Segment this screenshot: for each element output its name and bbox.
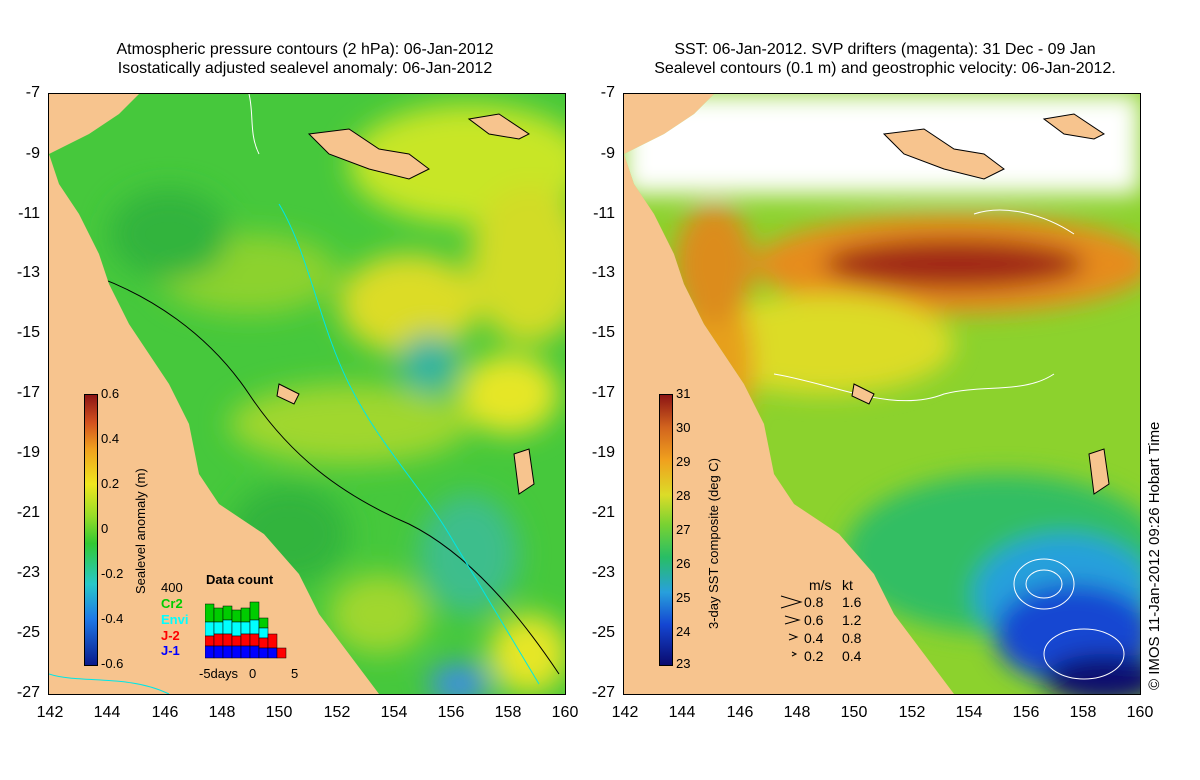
sealevel-tick-0: 0.6 [101, 386, 120, 401]
lat-tick-right-8: -23 [591, 564, 615, 581]
lat-tick-left-1: -9 [25, 145, 40, 162]
lon-tick-left-7: 156 [437, 704, 465, 721]
velocity-ms-0: 0.8 [804, 594, 824, 610]
lat-tick-right-6: -19 [591, 444, 615, 461]
sst-tick-8: 23 [676, 656, 691, 671]
left-panel-title: Atmospheric pressure contours (2 hPa): 0… [40, 40, 570, 78]
sst-tick-0: 31 [676, 386, 691, 401]
lat-tick-right-1: -9 [600, 145, 615, 162]
velocity-ms-3: 0.2 [804, 648, 824, 664]
lat-tick-right-2: -11 [593, 205, 615, 222]
sealevel-colorbar-title: Sealevel anomaly (m) [133, 468, 148, 594]
right-title-line1: SST: 06-Jan-2012. SVP drifters (magenta)… [674, 41, 1096, 58]
lon-tick-left-2: 146 [151, 704, 179, 721]
lon-tick-left-5: 152 [323, 704, 351, 721]
lon-tick-right-0: 142 [611, 704, 639, 721]
imos-credit: © IMOS 11-Jan-2012 09:26 Hobart Time [1146, 421, 1163, 690]
sealevel-tick-5: -0.4 [101, 611, 124, 626]
velocity-kt-1: 1.2 [842, 612, 862, 628]
sat-j2: J-2 [161, 628, 180, 643]
velocity-arrow-icons [780, 595, 803, 657]
lat-tick-right-4: -15 [591, 324, 615, 341]
sealevel-anomaly-map: 0.6 0.4 0.2 0 -0.2 -0.4 -0.6 Sealevel an… [48, 93, 566, 695]
velocity-kt-0: 1.6 [842, 594, 862, 610]
sealevel-anomaly-field [49, 94, 565, 694]
sst-tick-4: 27 [676, 522, 691, 537]
lat-tick-right-7: -21 [591, 504, 615, 521]
lon-tick-left-9: 160 [551, 704, 579, 721]
lon-tick-right-4: 150 [840, 704, 868, 721]
data-count-histogram [205, 601, 287, 659]
data-count-title: Data count [206, 572, 274, 587]
lat-tick-left-7: -21 [16, 504, 40, 521]
lat-tick-left-10: -27 [16, 684, 40, 701]
data-count-x-zero: 0 [249, 666, 257, 681]
lon-tick-right-6: 154 [955, 704, 983, 721]
lon-tick-right-8: 158 [1069, 704, 1097, 721]
lon-tick-left-1: 144 [93, 704, 121, 721]
lon-tick-right-1: 144 [668, 704, 696, 721]
sst-colorbar [659, 394, 673, 666]
velocity-ms-2: 0.4 [804, 630, 824, 646]
lon-tick-right-2: 146 [726, 704, 754, 721]
sat-cr2: Cr2 [161, 596, 183, 611]
lon-tick-left-8: 158 [494, 704, 522, 721]
right-panel-title: SST: 06-Jan-2012. SVP drifters (magenta)… [615, 40, 1155, 78]
lat-tick-left-6: -19 [16, 444, 40, 461]
lat-tick-right-5: -17 [591, 384, 615, 401]
lat-tick-right-0: -7 [600, 84, 615, 101]
lat-tick-right-3: -13 [591, 264, 615, 281]
lon-tick-right-7: 156 [1012, 704, 1040, 721]
lat-tick-left-2: -11 [18, 205, 40, 222]
left-title-line2: Isostatically adjusted sealevel anomaly:… [117, 60, 493, 77]
velocity-legend-header-kt: kt [842, 577, 853, 593]
lat-tick-left-3: -13 [16, 264, 40, 281]
lon-tick-left-0: 142 [36, 704, 64, 721]
lon-tick-right-5: 152 [898, 704, 926, 721]
sst-map: 31 30 29 28 27 26 25 24 23 3-day SST com… [623, 93, 1141, 695]
sst-tick-7: 24 [676, 624, 691, 639]
lat-tick-left-4: -15 [16, 324, 40, 341]
sealevel-colorbar [84, 394, 98, 666]
lon-tick-left-3: 148 [208, 704, 236, 721]
sst-field [624, 94, 1140, 694]
sst-colorbar-title: 3-day SST composite (deg C) [706, 458, 721, 629]
lon-tick-right-3: 148 [783, 704, 811, 721]
sealevel-tick-2: 0.2 [101, 476, 120, 491]
sst-tick-2: 29 [676, 454, 691, 469]
velocity-kt-3: 0.4 [842, 648, 862, 664]
sst-tick-6: 25 [676, 590, 691, 605]
lon-tick-right-9: 160 [1126, 704, 1154, 721]
sealevel-tick-1: 0.4 [101, 431, 120, 446]
lat-tick-right-10: -27 [591, 684, 615, 701]
sealevel-tick-6: -0.6 [101, 656, 124, 671]
sat-envi: Envi [161, 612, 189, 627]
velocity-legend-header-ms: m/s [809, 577, 832, 593]
data-count-x-end: 5 [291, 666, 299, 681]
right-title-line2: Sealevel contours (0.1 m) and geostrophi… [654, 60, 1116, 77]
sealevel-tick-3: 0 [101, 521, 109, 536]
left-title-line1: Atmospheric pressure contours (2 hPa): 0… [116, 41, 494, 58]
lat-tick-left-8: -23 [16, 564, 40, 581]
velocity-kt-2: 0.8 [842, 630, 862, 646]
sst-tick-3: 28 [676, 488, 691, 503]
lat-tick-left-9: -25 [16, 624, 40, 641]
data-count-max: 400 [161, 580, 183, 595]
lon-tick-left-4: 150 [265, 704, 293, 721]
sst-tick-5: 26 [676, 556, 691, 571]
sat-j1: J-1 [161, 643, 180, 658]
lat-tick-left-0: -7 [25, 84, 40, 101]
lat-tick-right-9: -25 [591, 624, 615, 641]
data-count-x-start: -5days [199, 666, 239, 681]
velocity-ms-1: 0.6 [804, 612, 824, 628]
lon-tick-left-6: 154 [380, 704, 408, 721]
sst-tick-1: 30 [676, 420, 691, 435]
lat-tick-left-5: -17 [16, 384, 40, 401]
sealevel-tick-4: -0.2 [101, 566, 124, 581]
